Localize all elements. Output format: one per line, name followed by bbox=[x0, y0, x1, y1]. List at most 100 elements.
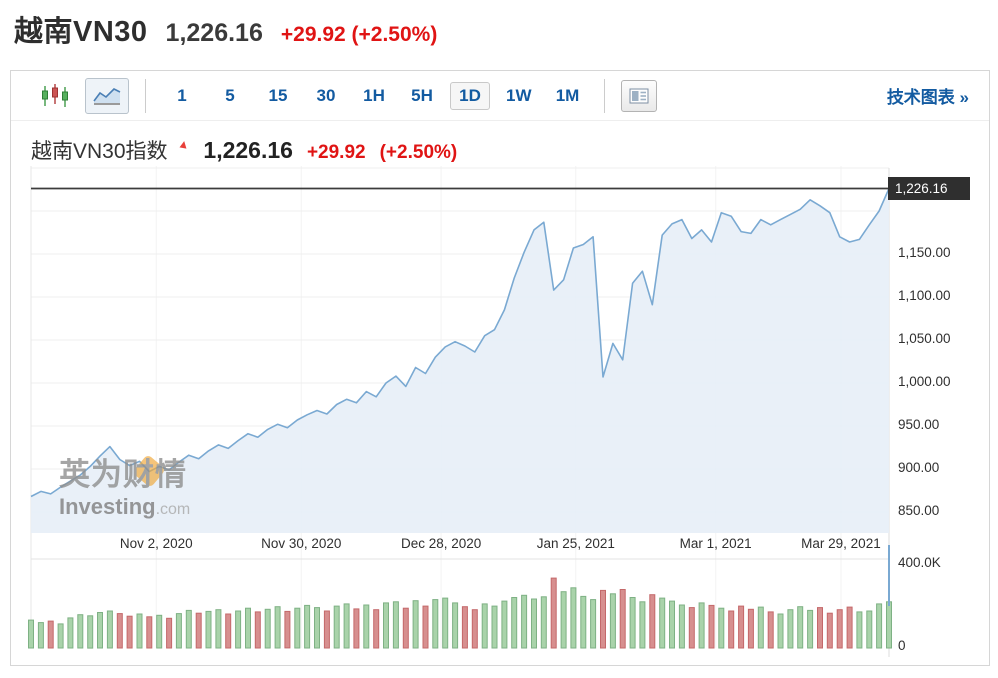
page-header: 越南VN30 1,226.16 +29.92 (+2.50%) bbox=[14, 8, 437, 50]
volume-bar bbox=[708, 604, 715, 649]
volume-bar bbox=[28, 619, 34, 649]
volume-bar bbox=[136, 613, 143, 649]
volume-bar bbox=[77, 614, 84, 649]
interval-button-15[interactable]: 15 bbox=[268, 85, 288, 105]
volume-bar bbox=[747, 608, 754, 649]
volume-bar bbox=[609, 593, 616, 649]
volume-bar bbox=[678, 604, 685, 649]
volume-bar bbox=[570, 587, 577, 649]
volume-bar bbox=[245, 607, 251, 649]
candlestick-icon bbox=[42, 83, 68, 107]
volume-bar bbox=[698, 602, 705, 649]
volume-bar bbox=[37, 622, 44, 649]
volume-bar bbox=[807, 609, 814, 649]
volume-bar bbox=[67, 617, 74, 649]
volume-bar bbox=[274, 606, 281, 649]
interval-button-1w[interactable]: 1W bbox=[506, 85, 532, 105]
technical-chart-link[interactable]: 技术图表 » bbox=[886, 88, 969, 107]
volume-bar bbox=[205, 610, 212, 649]
volume-bar bbox=[797, 606, 804, 649]
chart-change-percent: (+2.50%) bbox=[379, 142, 458, 163]
volume-bar bbox=[363, 604, 370, 649]
news-panel-button[interactable] bbox=[620, 79, 657, 112]
volume-bar bbox=[619, 589, 626, 649]
volume-bar bbox=[817, 607, 823, 649]
volume-bar bbox=[264, 608, 271, 649]
interval-buttons: 1 5 15 30 1H 5H 1D 1W 1M bbox=[162, 81, 588, 110]
volume-bar bbox=[718, 607, 725, 649]
volume-bar bbox=[728, 610, 735, 649]
volume-bar bbox=[580, 595, 587, 649]
area-chart-icon bbox=[93, 87, 121, 105]
chart-toolbar: 1 5 15 30 1H 5H 1D 1W 1M 技术图表 » bbox=[11, 71, 989, 121]
volume-bar bbox=[116, 613, 123, 649]
area-chart-button[interactable] bbox=[85, 77, 129, 114]
candlestick-chart-button[interactable] bbox=[35, 79, 75, 113]
newspaper-icon bbox=[629, 88, 648, 103]
volume-bar bbox=[383, 602, 389, 649]
volume-bar bbox=[215, 609, 222, 649]
interval-button-5h[interactable]: 5H bbox=[411, 85, 433, 105]
volume-bar bbox=[639, 601, 646, 649]
volume-bar bbox=[343, 603, 350, 649]
interval-button-1h[interactable]: 1H bbox=[363, 85, 385, 105]
volume-bar bbox=[323, 610, 330, 649]
volume-bar bbox=[886, 601, 892, 649]
volume-bar bbox=[225, 613, 232, 649]
toolbar-divider-2 bbox=[603, 78, 605, 113]
volume-bar bbox=[146, 616, 153, 649]
volume-bar bbox=[412, 600, 419, 649]
volume-bar bbox=[659, 597, 666, 649]
volume-bar bbox=[471, 609, 478, 649]
interval-button-1m[interactable]: 1M bbox=[555, 85, 580, 105]
volume-bar bbox=[392, 601, 399, 649]
volume-bar bbox=[856, 611, 863, 649]
volume-bar bbox=[531, 598, 537, 649]
volume-bar bbox=[481, 603, 488, 649]
volume-bar bbox=[47, 620, 54, 649]
volume-bar bbox=[767, 611, 774, 649]
volume-bar bbox=[353, 608, 360, 649]
price-line-series bbox=[30, 188, 890, 498]
volume-bar bbox=[185, 609, 192, 649]
volume-bar bbox=[590, 599, 597, 649]
volume-bar bbox=[550, 577, 557, 649]
volume-bar bbox=[314, 607, 320, 649]
page-title: 越南VN30 bbox=[14, 16, 148, 48]
volume-bar bbox=[777, 613, 784, 649]
volume-bar bbox=[156, 614, 163, 649]
volume-bar bbox=[461, 606, 468, 649]
interval-button-30[interactable]: 30 bbox=[316, 85, 336, 105]
price-chart[interactable] bbox=[11, 120, 989, 665]
volume-bar bbox=[57, 623, 64, 649]
chart-last-price: 1,226.16 bbox=[203, 137, 293, 163]
volume-bar bbox=[126, 615, 133, 649]
volume-bar bbox=[175, 613, 182, 649]
volume-bar bbox=[294, 607, 301, 649]
volume-bar bbox=[452, 602, 459, 649]
volume-bar bbox=[846, 606, 853, 649]
volume-bar bbox=[166, 617, 173, 649]
volume-bar bbox=[629, 597, 636, 649]
volume-bar bbox=[304, 604, 311, 649]
volume-bar bbox=[422, 605, 429, 649]
interval-button-5[interactable]: 5 bbox=[225, 85, 235, 105]
volume-bar bbox=[836, 609, 843, 649]
volume-bar bbox=[876, 603, 883, 649]
volume-bar bbox=[254, 611, 261, 649]
interval-button-1d[interactable]: 1D bbox=[450, 81, 490, 110]
volume-bar bbox=[87, 615, 94, 649]
volume-bar bbox=[333, 605, 340, 649]
toolbar-divider bbox=[145, 78, 146, 113]
chart-title-row: 越南VN30指数 ▲ 1,226.16 +29.92 (+2.50%) bbox=[31, 135, 457, 165]
volume-bar bbox=[826, 612, 833, 649]
volume-bar bbox=[560, 591, 567, 649]
volume-bar bbox=[540, 596, 547, 649]
volume-bar bbox=[235, 610, 242, 649]
volume-bar bbox=[521, 594, 528, 649]
chart-title: 越南VN30指数 bbox=[31, 140, 168, 163]
volume-bar bbox=[757, 606, 764, 649]
volume-bar bbox=[501, 600, 508, 649]
interval-button-1[interactable]: 1 bbox=[177, 85, 187, 105]
